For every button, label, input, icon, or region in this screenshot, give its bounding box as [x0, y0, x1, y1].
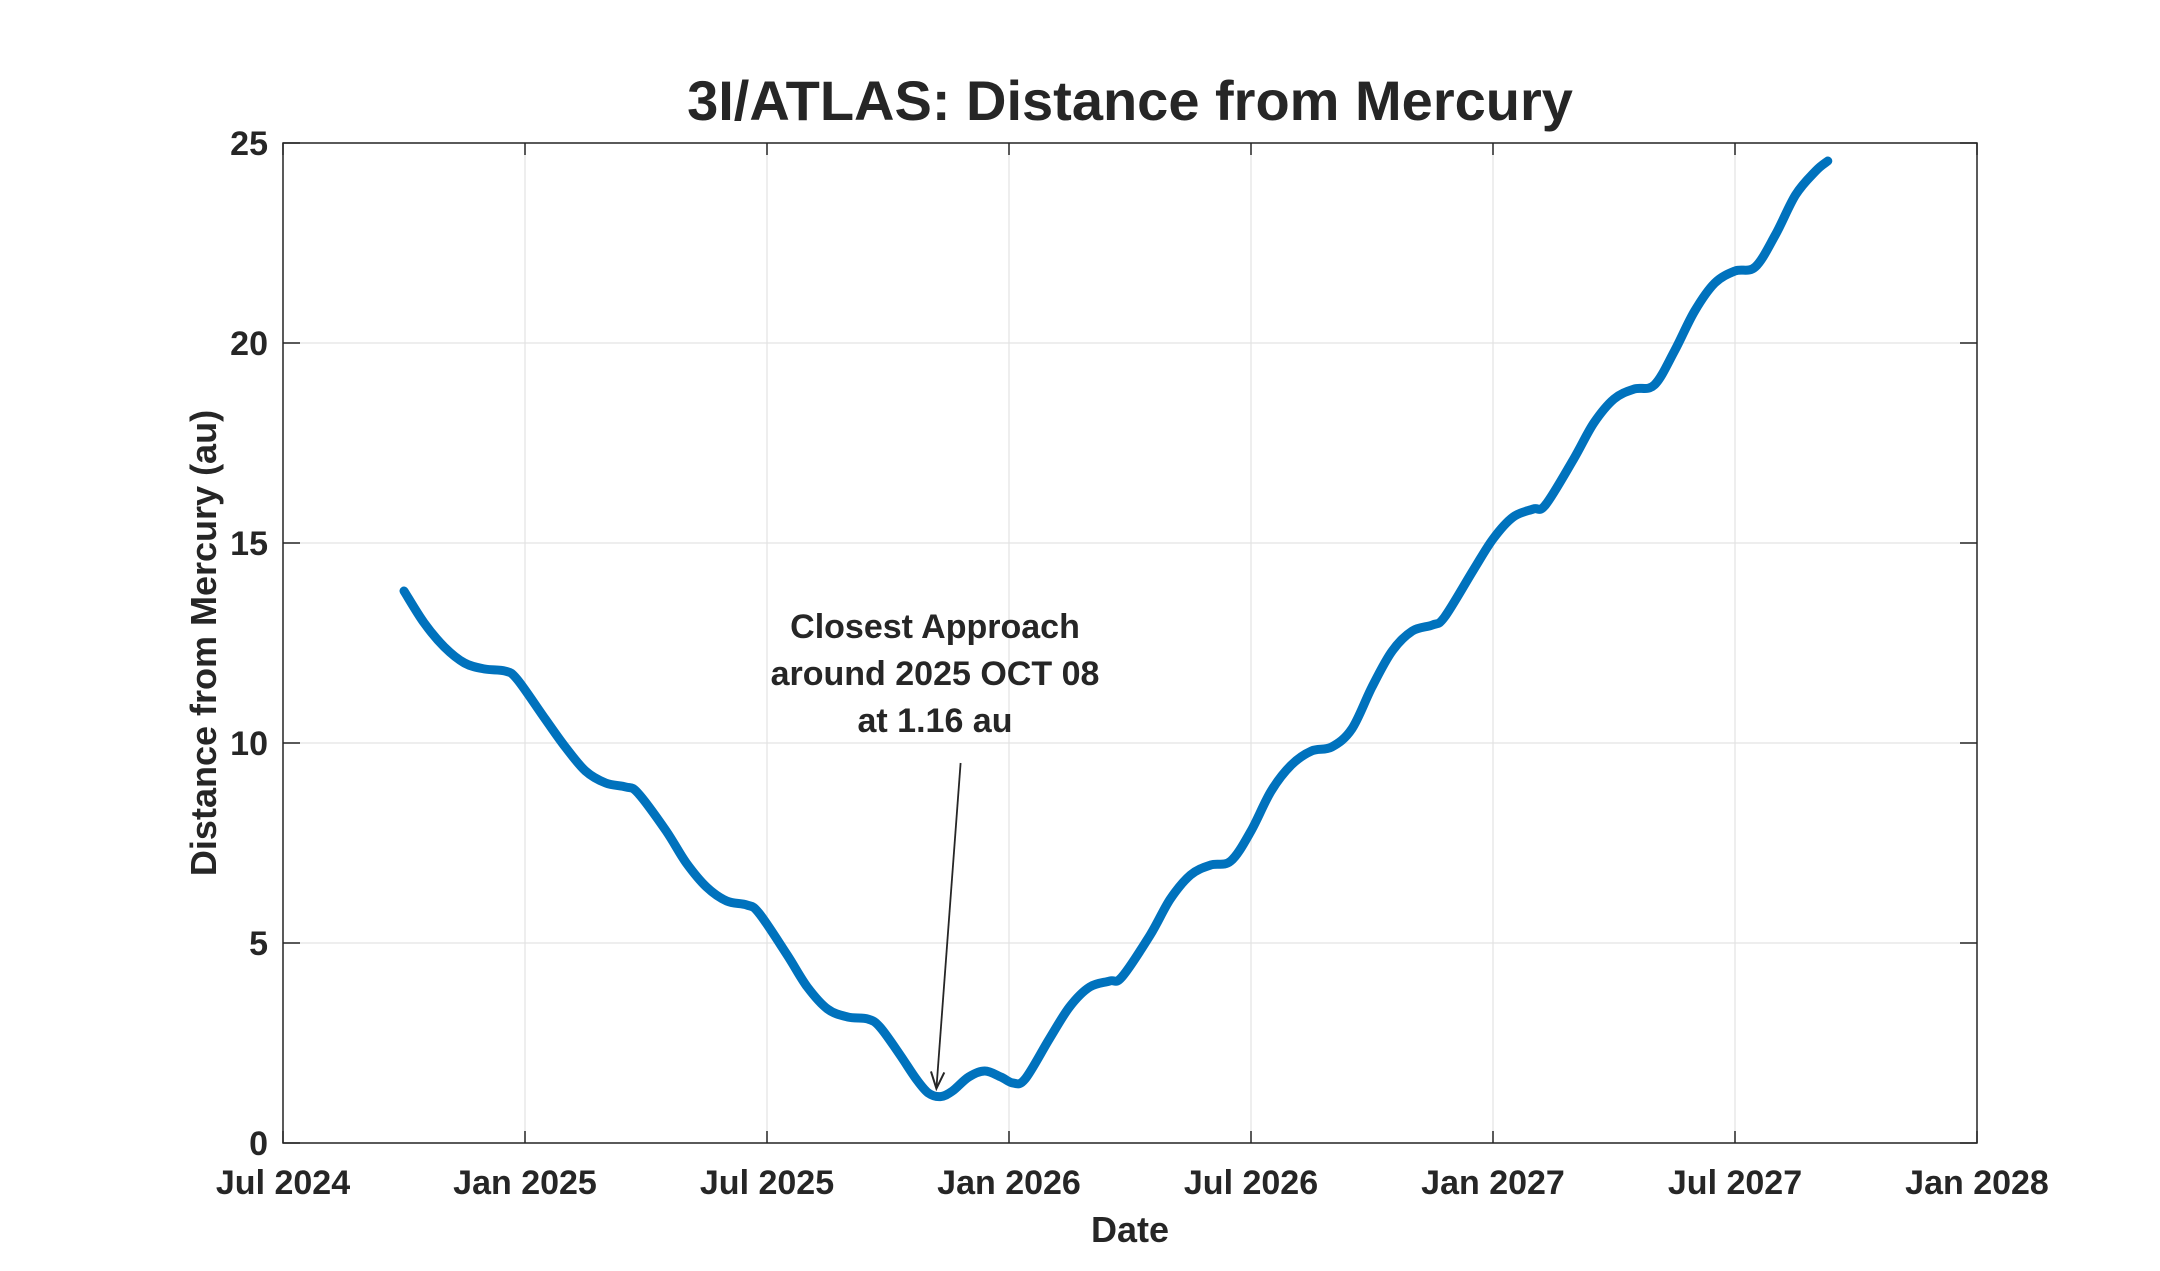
x-tick-label: Jan 2025: [453, 1164, 597, 1202]
x-tick-label: Jul 2025: [700, 1164, 834, 1202]
x-tick-label: Jul 2027: [1668, 1164, 1802, 1202]
plot-frame: [282, 142, 1978, 1144]
y-tick-label: 10: [230, 725, 268, 763]
annotation-line-2: around 2025 OCT 08: [771, 655, 1100, 693]
plot-area: [283, 143, 1977, 1143]
y-tick-label: 25: [230, 125, 268, 163]
y-tick-label: 15: [230, 525, 268, 563]
x-tick-label: Jan 2027: [1421, 1164, 1565, 1202]
y-axis-label: Distance from Mercury (au): [183, 410, 224, 876]
x-tick-label: Jan 2026: [937, 1164, 1081, 1202]
x-tick-label: Jan 2028: [1905, 1164, 2049, 1202]
y-tick-label: 5: [249, 925, 268, 963]
x-tick-labels: Jul 2024 Jan 2025 Jul 2025 Jan 2026 Jul 2026…: [216, 1164, 2049, 1202]
annotation-line-3: at 1.16 au: [858, 702, 1013, 740]
x-tick-label: Jul 2026: [1184, 1164, 1318, 1202]
series-line-distance: [399, 156, 1833, 1102]
closest-approach-annotation: Closest Approach around 2025 OCT 08 at 1…: [771, 608, 1100, 1092]
chart-title: 3I/ATLAS: Distance from Mercury: [687, 69, 1573, 132]
annotation-arrow-head: [930, 1071, 946, 1092]
x-axis-label: Date: [1091, 1209, 1169, 1250]
annotation-line-1: Closest Approach: [790, 608, 1080, 646]
y-tick-label: 20: [230, 325, 268, 363]
y-tick-labels: 0 5 10 15 20 25: [230, 125, 268, 1163]
y-tick-label: 0: [249, 1125, 268, 1163]
annotation-arrow: [935, 762, 962, 1089]
x-tick-label: Jul 2024: [216, 1164, 350, 1202]
